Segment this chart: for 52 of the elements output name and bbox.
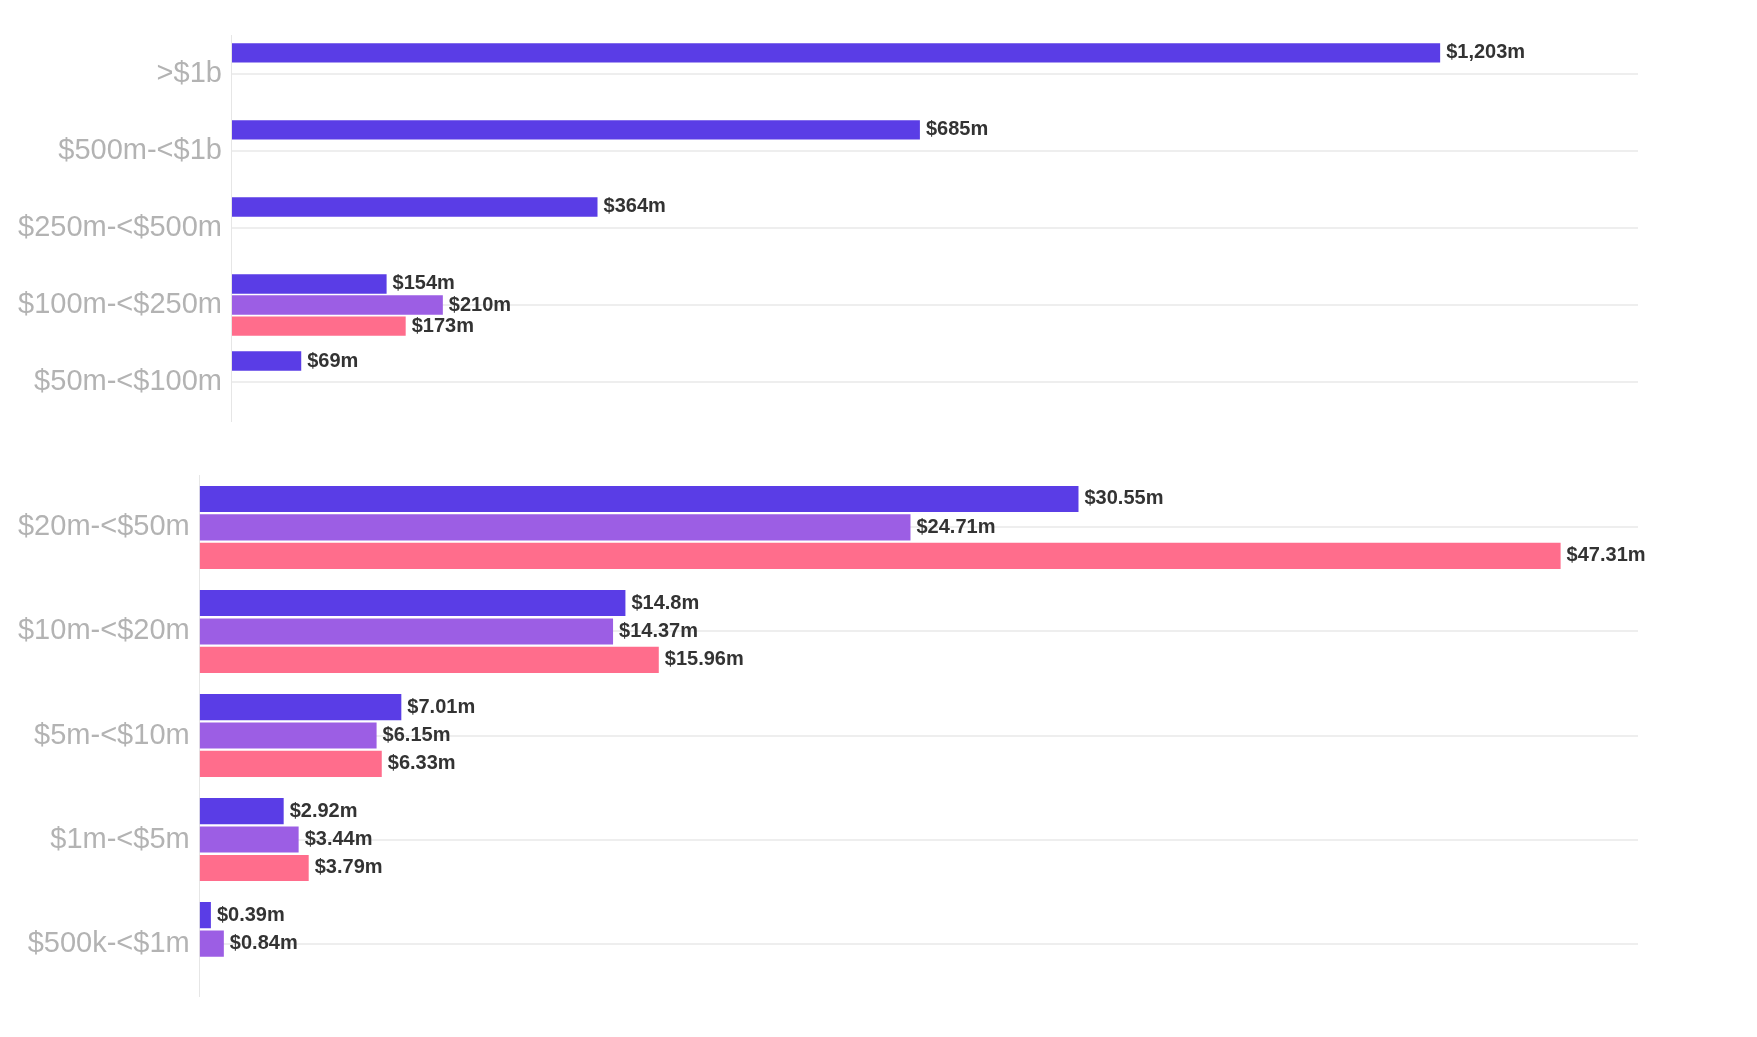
bar [199, 854, 309, 882]
y-tick-label: $50m-<$100m [34, 364, 222, 397]
bar [231, 274, 387, 294]
data-label: $364m [603, 194, 666, 217]
data-label: $6.15m [382, 723, 451, 746]
bar [231, 316, 406, 336]
data-label: $154m [392, 271, 455, 294]
data-label: $2.92m [289, 798, 358, 821]
bar [199, 902, 211, 929]
y-tick-label: $100m-<$250m [18, 287, 222, 320]
bar [231, 295, 443, 315]
data-label: $24.71m [916, 514, 996, 537]
bar [231, 351, 302, 371]
data-label: $173m [411, 313, 474, 336]
bar [199, 589, 626, 617]
data-label: $0.39m [216, 902, 285, 925]
bar [231, 197, 598, 217]
data-label: $69m [307, 348, 359, 371]
data-label: $7.01m [407, 694, 476, 717]
bar [199, 930, 224, 957]
bar [199, 722, 377, 749]
y-tick-label: $250m-<$500m [18, 210, 222, 242]
bar [199, 750, 382, 778]
bar [199, 542, 1561, 569]
y-tick-label: $500k-<$1m [27, 925, 190, 958]
data-label: $1,203m [1446, 40, 1526, 63]
bar [199, 826, 299, 853]
bar [199, 485, 1079, 513]
data-label: $30.55m [1084, 486, 1164, 509]
y-tick-label: $20m-<$50m [17, 509, 190, 542]
y-tick-label: $1m-<$5m [50, 821, 190, 854]
y-tick-label: $10m-<$20m [17, 613, 190, 646]
bar [199, 798, 284, 825]
bar [199, 618, 614, 645]
data-label: $3.44m [304, 827, 373, 850]
data-label: $6.33m [387, 751, 456, 774]
bar [231, 120, 920, 140]
bar [199, 646, 659, 673]
bar [199, 693, 402, 721]
data-label: $47.31m [1566, 543, 1646, 566]
y-tick-label: $500m-<$1b [58, 132, 222, 165]
data-label: $685m [925, 117, 989, 140]
data-label: $3.79m [314, 855, 383, 878]
y-tick-label: $5m-<$10m [34, 717, 190, 750]
bar [199, 514, 911, 541]
data-label: $15.96m [664, 647, 744, 670]
data-label: $14.37m [619, 618, 699, 641]
data-label: $0.84m [229, 931, 298, 954]
data-label: $14.8m [631, 590, 700, 613]
y-tick-label: >$1b [156, 55, 222, 88]
bar [231, 43, 1441, 63]
data-label: $210m [448, 292, 512, 315]
